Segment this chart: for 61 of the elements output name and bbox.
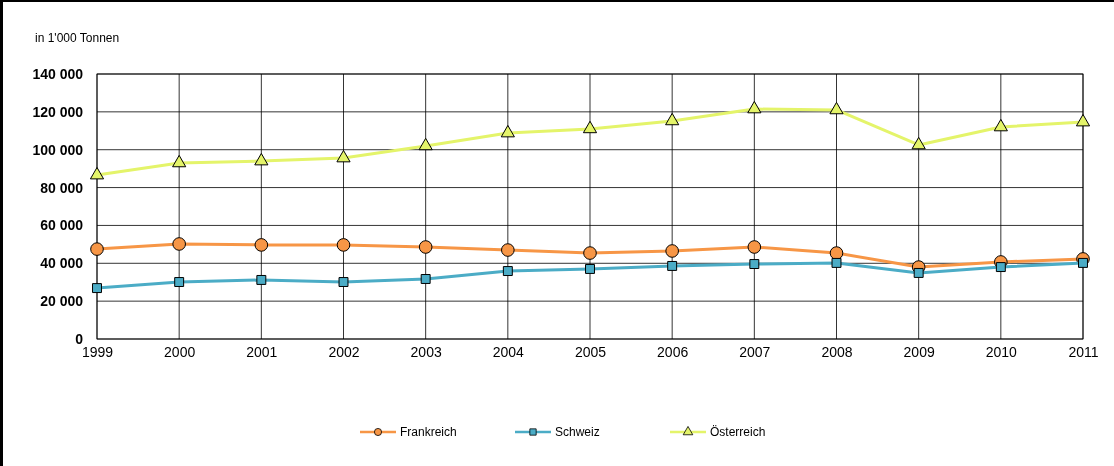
x-tick-label: 2005 <box>574 343 607 360</box>
point <box>1078 257 1088 268</box>
point <box>336 238 351 252</box>
point <box>501 243 515 257</box>
point <box>913 267 924 278</box>
point <box>995 262 1006 273</box>
y-axis-title: in 1'000 Tonnen <box>35 31 120 45</box>
point <box>89 166 105 180</box>
y-tick-label: 60 000 <box>40 217 84 234</box>
x-tick-label: 1999 <box>81 343 114 360</box>
point <box>585 263 595 274</box>
legend-label: Schweiz <box>555 425 600 439</box>
point <box>418 137 433 151</box>
point <box>829 246 844 260</box>
y-tick-label: 20 000 <box>40 293 84 310</box>
x-tick-label: 2006 <box>657 343 689 360</box>
point <box>418 240 433 254</box>
x-tick-label: 2001 <box>246 343 278 360</box>
point <box>583 246 597 260</box>
legend-label: Frankreich <box>400 425 457 439</box>
point <box>829 101 844 115</box>
x-tick-label: 2011 <box>1068 343 1099 360</box>
point <box>1075 113 1091 127</box>
point <box>500 124 515 138</box>
x-tick-label: 2002 <box>328 343 360 360</box>
point <box>256 274 267 285</box>
point <box>174 277 185 287</box>
point <box>172 154 187 168</box>
point <box>92 283 102 294</box>
point <box>582 120 598 134</box>
point <box>911 136 926 150</box>
point <box>172 237 186 251</box>
y-tick-label: 120 000 <box>32 103 84 120</box>
point <box>993 118 1008 132</box>
y-tick-label: 140 000 <box>32 65 84 82</box>
x-tick-label: 2010 <box>985 343 1018 360</box>
point <box>667 260 678 271</box>
point <box>665 112 680 126</box>
point <box>665 244 679 258</box>
x-tick-label: 2007 <box>739 343 771 360</box>
x-tick-label: 2000 <box>164 343 196 360</box>
x-tick-label: 2008 <box>821 343 853 360</box>
y-tick-label: 0 <box>75 330 84 347</box>
y-tick-label: 100 000 <box>32 141 84 158</box>
point <box>336 149 351 163</box>
x-tick-label: 2009 <box>903 343 935 360</box>
point <box>90 242 104 256</box>
point <box>747 240 762 254</box>
x-tick-label: 2004 <box>492 343 525 360</box>
point <box>502 266 513 277</box>
point <box>338 277 349 287</box>
point <box>749 259 760 270</box>
point <box>254 152 269 166</box>
point <box>420 274 431 284</box>
y-tick-label: 40 000 <box>40 255 84 272</box>
point <box>254 238 269 252</box>
point <box>747 100 762 114</box>
legend-label: Österreich <box>710 425 766 439</box>
x-tick-label: 2003 <box>410 343 442 360</box>
point <box>831 257 842 268</box>
y-tick-label: 80 000 <box>40 179 84 196</box>
